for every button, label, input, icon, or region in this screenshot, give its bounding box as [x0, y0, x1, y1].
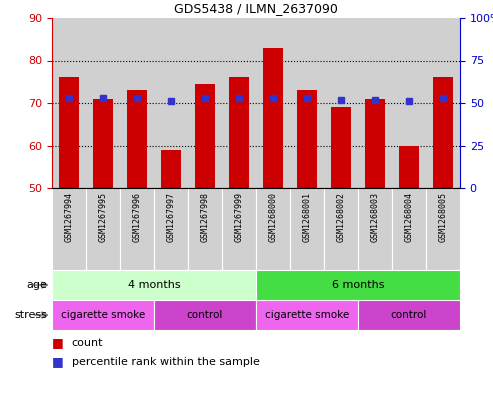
Text: GSM1268000: GSM1268000 — [269, 192, 278, 242]
Bar — [392, 188, 426, 270]
Text: ■: ■ — [52, 355, 64, 368]
Bar — [154, 18, 188, 188]
Text: stress: stress — [14, 310, 47, 320]
Bar — [365, 99, 385, 188]
Bar — [229, 77, 249, 188]
Bar — [86, 18, 120, 188]
Bar — [399, 145, 419, 188]
Bar — [52, 300, 154, 330]
Text: percentile rank within the sample: percentile rank within the sample — [71, 357, 260, 367]
Bar — [358, 300, 460, 330]
Text: GSM1268001: GSM1268001 — [303, 192, 312, 242]
Title: GDS5438 / ILMN_2637090: GDS5438 / ILMN_2637090 — [174, 2, 338, 15]
Text: GSM1268002: GSM1268002 — [337, 192, 346, 242]
Text: GSM1267996: GSM1267996 — [133, 192, 141, 242]
Bar — [52, 188, 86, 270]
Text: cigarette smoke: cigarette smoke — [61, 310, 145, 320]
Bar — [127, 90, 147, 188]
Bar — [154, 300, 256, 330]
Bar — [154, 188, 188, 270]
Bar — [426, 18, 460, 188]
Bar — [86, 188, 120, 270]
Bar — [256, 188, 290, 270]
Text: GSM1267995: GSM1267995 — [99, 192, 107, 242]
Bar — [59, 77, 79, 188]
Text: 4 months: 4 months — [128, 280, 180, 290]
Bar — [256, 18, 290, 188]
Bar — [93, 99, 113, 188]
Bar — [290, 188, 324, 270]
Bar — [263, 48, 283, 188]
Text: GSM1267997: GSM1267997 — [167, 192, 176, 242]
Bar — [297, 90, 317, 188]
Text: GSM1268003: GSM1268003 — [371, 192, 380, 242]
Bar — [392, 18, 426, 188]
Text: GSM1267999: GSM1267999 — [235, 192, 244, 242]
Text: count: count — [71, 338, 103, 348]
Text: 6 months: 6 months — [332, 280, 384, 290]
Text: age: age — [26, 280, 47, 290]
Bar — [222, 18, 256, 188]
Text: control: control — [391, 310, 427, 320]
Bar — [52, 270, 256, 300]
Bar — [188, 188, 222, 270]
Bar — [324, 18, 358, 188]
Bar — [188, 18, 222, 188]
Bar — [433, 77, 453, 188]
Text: GSM1267998: GSM1267998 — [201, 192, 210, 242]
Bar — [222, 188, 256, 270]
Bar — [195, 84, 215, 188]
Bar — [331, 107, 351, 188]
Text: control: control — [187, 310, 223, 320]
Bar — [256, 270, 460, 300]
Bar — [290, 18, 324, 188]
Text: GSM1267994: GSM1267994 — [65, 192, 73, 242]
Bar — [426, 188, 460, 270]
Text: ■: ■ — [52, 336, 64, 349]
Bar — [324, 188, 358, 270]
Bar — [120, 18, 154, 188]
Bar — [256, 300, 358, 330]
Text: GSM1268005: GSM1268005 — [438, 192, 448, 242]
Text: GSM1268004: GSM1268004 — [404, 192, 414, 242]
Bar — [52, 18, 86, 188]
Text: cigarette smoke: cigarette smoke — [265, 310, 349, 320]
Bar — [120, 188, 154, 270]
Bar — [161, 150, 181, 188]
Bar — [358, 188, 392, 270]
Bar — [358, 18, 392, 188]
